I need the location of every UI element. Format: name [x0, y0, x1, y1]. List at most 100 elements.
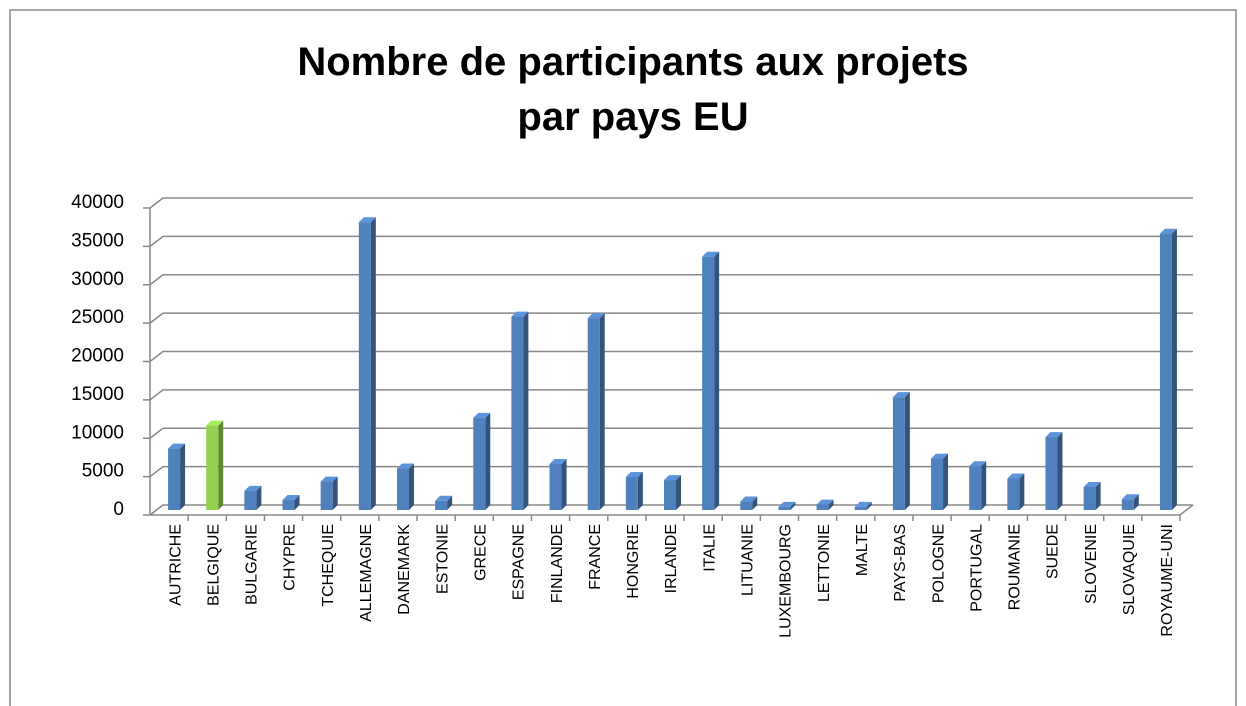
x-tick-label: SUEDE	[1045, 524, 1062, 579]
bar	[1007, 478, 1020, 510]
bar-top	[778, 501, 796, 507]
bar-side	[523, 311, 529, 510]
bar-top	[702, 251, 720, 257]
bar	[931, 458, 944, 510]
bar-side	[828, 499, 834, 510]
x-tick-label: SLOVENIE	[1083, 524, 1100, 604]
x-tick-label: POLOGNE	[930, 524, 947, 603]
bar-side	[1171, 228, 1177, 510]
grid-line	[149, 465, 1193, 478]
x-tick-label: HONGRIE	[625, 524, 642, 599]
x-tick-label: BULGARIE	[244, 524, 261, 605]
y-tick-label: 0	[113, 499, 124, 520]
bar-side	[637, 471, 643, 510]
bar-top	[206, 420, 224, 426]
bar	[396, 468, 409, 510]
x-tick-label: MALTE	[854, 524, 871, 576]
bar	[320, 481, 333, 510]
bar	[625, 476, 638, 510]
bar	[1159, 233, 1172, 510]
y-tick-label: 30000	[71, 269, 124, 290]
bar-top	[1045, 432, 1063, 438]
grid-line	[149, 350, 1193, 363]
bar-top	[396, 463, 414, 469]
bar	[816, 504, 829, 510]
bar-top	[244, 485, 262, 491]
x-tick-label: SLOVAQUIE	[1121, 524, 1138, 615]
bar	[206, 425, 219, 510]
bar-side	[408, 463, 414, 510]
bar-top	[511, 311, 529, 317]
bar-top	[854, 501, 872, 507]
bar	[664, 480, 676, 510]
bar	[854, 506, 867, 510]
y-tick-label: 10000	[71, 422, 124, 443]
x-tick-label: FINLANDE	[549, 524, 566, 603]
grid-line	[149, 235, 1193, 247]
x-tick-label: IRLANDE	[663, 524, 680, 593]
x-tick-label: FRANCE	[587, 524, 604, 590]
bar-side	[180, 443, 186, 510]
bar-top	[816, 499, 834, 505]
bar-side	[676, 475, 681, 510]
y-tick-label: 15000	[71, 384, 124, 405]
x-tick-label: ROUMANIE	[1007, 524, 1024, 610]
bar-top	[1007, 473, 1025, 479]
bar	[435, 500, 448, 510]
bar-side	[1057, 432, 1063, 510]
bar-side	[904, 392, 910, 510]
bar-side	[256, 485, 262, 510]
x-tick-label: ALLEMAGNE	[358, 524, 375, 622]
chart-frame	[9, 9, 1237, 706]
x-tick-label: CHYPRE	[282, 524, 299, 591]
bar-top	[1159, 228, 1177, 234]
x-tick-label: TCHEQUIE	[320, 524, 337, 607]
bar	[549, 463, 562, 510]
bar	[282, 500, 295, 510]
bar-side	[1133, 494, 1139, 510]
x-tick-label: PAYS-BAS	[892, 524, 909, 602]
bar	[244, 490, 257, 510]
bar-top	[168, 443, 186, 449]
bar-side	[790, 501, 796, 510]
bar-top	[969, 461, 987, 467]
grid-line	[149, 389, 1193, 401]
bar	[168, 448, 181, 510]
bar-top	[1121, 494, 1139, 500]
bar-top	[320, 476, 338, 482]
bar	[740, 501, 753, 510]
bar-top	[664, 475, 681, 481]
grid-line	[149, 274, 1193, 286]
x-tick-label: ROYAUME-UNI	[1159, 524, 1176, 637]
bar	[969, 466, 982, 510]
bar-side	[866, 501, 872, 510]
bar	[1083, 486, 1096, 510]
bar-side	[981, 461, 987, 510]
bar-top	[587, 313, 605, 319]
grid-line	[149, 312, 1193, 324]
x-tick-label: ITALIE	[701, 524, 718, 572]
bar-side	[1095, 481, 1101, 510]
x-tick-label: LETTONIE	[816, 524, 833, 602]
bar	[892, 397, 905, 510]
bar-top	[931, 453, 949, 459]
bar-top	[549, 458, 567, 464]
bar-top	[1083, 481, 1101, 487]
bar-side	[485, 412, 491, 510]
bar	[1121, 499, 1134, 510]
bar-top	[358, 217, 376, 223]
bar-side	[447, 495, 453, 510]
bar-side	[599, 313, 605, 510]
bar-side	[332, 476, 338, 510]
x-tick-label: ESPAGNE	[511, 524, 528, 600]
bar	[511, 316, 524, 510]
bar-side	[752, 496, 758, 510]
bar-side	[561, 458, 567, 510]
y-tick-label: 40000	[71, 192, 124, 213]
bar	[587, 318, 600, 510]
bar-side	[370, 217, 376, 510]
grid-line	[149, 427, 1193, 439]
bar	[778, 506, 791, 510]
bar-side	[714, 251, 720, 510]
